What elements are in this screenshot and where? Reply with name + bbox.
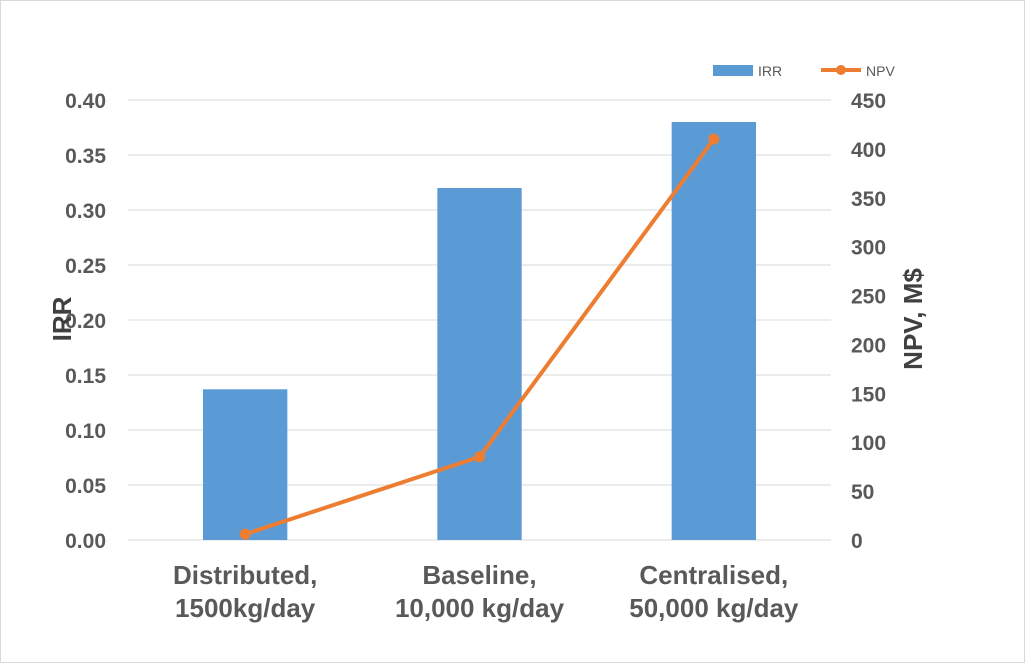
right-tick-label: 300 xyxy=(851,237,886,260)
right-tick-label: 200 xyxy=(851,334,886,357)
left-tick-label: 0.00 xyxy=(65,530,106,553)
left-tick-label: 0.20 xyxy=(65,310,106,333)
left-tick-label: 0.30 xyxy=(65,200,106,223)
legend-npv-marker xyxy=(836,65,846,75)
right-tick-label: 350 xyxy=(851,188,886,211)
legend-irr-swatch xyxy=(713,65,753,76)
right-tick-label: 250 xyxy=(851,286,886,309)
legend: IRR NPV xyxy=(713,63,895,79)
right-tick-label: 0 xyxy=(851,530,863,553)
npv-point xyxy=(239,528,251,540)
irr-bar xyxy=(202,389,288,540)
right-tick-label: 400 xyxy=(851,139,886,162)
left-tick-label: 0.15 xyxy=(65,365,106,388)
left-tick-label: 0.35 xyxy=(65,145,106,168)
right-tick-label: 150 xyxy=(851,383,886,406)
category-label: Baseline, xyxy=(422,560,536,590)
right-tick-label: 450 xyxy=(851,90,886,113)
right-tick-label: 50 xyxy=(851,481,874,504)
npv-line-series xyxy=(239,133,720,540)
category-label: 50,000 kg/day xyxy=(629,593,799,623)
left-axis-ticks: 0.00 0.05 0.10 0.15 0.20 0.25 0.30 0.35 0.40 xyxy=(65,90,106,553)
legend-irr-label: IRR xyxy=(758,63,782,79)
left-tick-label: 0.40 xyxy=(65,90,106,113)
irr-bars xyxy=(202,122,757,540)
category-label: 1500kg/day xyxy=(175,593,316,623)
left-axis-title: IRR xyxy=(47,296,77,341)
npv-point xyxy=(474,451,485,463)
irr-bar xyxy=(671,122,757,540)
category-labels: Distributed,1500kg/day Baseline,10,000 kg… xyxy=(173,560,799,623)
category-label: Centralised, xyxy=(639,560,788,590)
right-tick-label: 100 xyxy=(851,432,886,455)
left-tick-label: 0.25 xyxy=(65,255,106,278)
npv-point xyxy=(708,133,720,145)
right-axis-ticks: 0 50 100 150 200 250 300 350 400 450 xyxy=(851,90,886,553)
category-label: 10,000 kg/day xyxy=(395,593,565,623)
right-axis-title: NPV, M$ xyxy=(898,268,928,370)
irr-bar xyxy=(437,188,522,540)
legend-npv-label: NPV xyxy=(866,63,895,79)
left-tick-label: 0.10 xyxy=(65,420,106,443)
category-label: Distributed, xyxy=(173,560,317,590)
left-tick-label: 0.05 xyxy=(65,475,106,498)
